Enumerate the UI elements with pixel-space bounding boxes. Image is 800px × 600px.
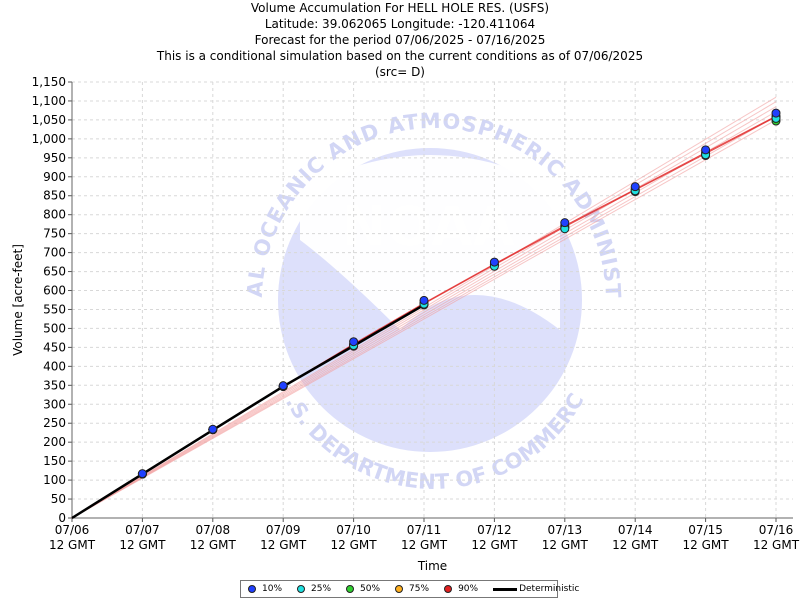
legend-marker	[248, 585, 256, 593]
point-p10	[349, 337, 359, 347]
ensemble-trace	[71, 106, 777, 519]
y-tick-label: 1,150	[32, 75, 66, 89]
y-tick-label: 100	[43, 473, 66, 487]
legend-label: 75%	[409, 584, 430, 594]
x-tick-label-date: 07/13	[548, 523, 583, 537]
x-tick-label-time: 12 GMT	[260, 538, 307, 552]
point-p10	[771, 108, 781, 118]
x-tick-label-date: 07/10	[336, 523, 371, 537]
y-tick-label: 0	[58, 511, 66, 525]
y-tick-label: 450	[43, 340, 66, 354]
x-tick-label-time: 12 GMT	[190, 538, 237, 552]
legend-label: Deterministic	[519, 584, 580, 594]
legend-marker	[395, 585, 404, 593]
chart-legend: 10% 25% 50% 75% 90% Deterministic	[240, 580, 579, 598]
x-tick-label-date: 07/07	[125, 523, 160, 537]
y-tick-label: 500	[43, 321, 66, 335]
y-tick-label: 700	[43, 246, 66, 260]
y-tick-label: 150	[43, 454, 66, 468]
x-tick-label-time: 12 GMT	[542, 538, 589, 552]
x-tick-label-time: 12 GMT	[753, 538, 800, 552]
legend-item-p75: 75%	[395, 584, 429, 594]
x-tick-label-date: 07/16	[759, 523, 794, 537]
y-tick-label: 950	[43, 151, 66, 165]
deterministic-line	[71, 303, 425, 520]
noaa-watermark-logo: NOAA NATIONAL OCEANIC AND ATMOSPHERIC AD…	[0, 0, 624, 494]
x-tick-label-time: 12 GMT	[471, 538, 518, 552]
point-p10	[560, 218, 570, 228]
y-tick-label: 800	[43, 208, 66, 222]
chart-title-block: Volume Accumulation For HELL HOLE RES. (…	[0, 0, 800, 80]
legend-label: 50%	[360, 584, 381, 594]
y-tick-label: 200	[43, 435, 66, 449]
legend-item-p90: 90%	[444, 584, 478, 594]
y-tick-label: 550	[43, 302, 66, 316]
chart-source: (src= D)	[375, 65, 425, 79]
point-p10	[278, 381, 288, 391]
y-tick-label: 350	[43, 378, 66, 392]
x-tick-label-time: 12 GMT	[331, 538, 378, 552]
chart-location: Latitude: 39.062065 Longitude: -120.4110…	[264, 17, 536, 31]
legend-label: 10%	[262, 584, 283, 594]
x-tick-label-date: 07/06	[55, 523, 90, 537]
y-tick-label: 1,000	[32, 132, 66, 146]
y-axis-title: Volume [acre-feet]	[11, 244, 25, 356]
legend-line-marker	[493, 587, 518, 591]
volume-chart: NOAA NATIONAL OCEANIC AND ATMOSPHERIC AD…	[0, 0, 800, 573]
x-tick-label-date: 07/11	[407, 523, 442, 537]
ensemble-trace	[71, 111, 777, 519]
chart-note: This is a conditional simulation based o…	[156, 49, 644, 63]
legend-item-p25: 25%	[297, 584, 331, 594]
y-tick-label: 50	[51, 492, 66, 506]
legend-item-p10: 10%	[248, 584, 282, 594]
point-p10	[630, 182, 640, 192]
x-tick-label-date: 07/12	[477, 523, 512, 537]
chart-title: Volume Accumulation For HELL HOLE RES. (…	[250, 1, 550, 15]
point-p10	[419, 295, 429, 305]
x-tick-label-date: 07/08	[196, 523, 231, 537]
y-tick-label: 400	[43, 359, 66, 373]
x-tick-label-time: 12 GMT	[401, 538, 448, 552]
y-tick-label: 300	[43, 397, 66, 411]
x-tick-label-date: 07/09	[266, 523, 301, 537]
legend-item-p50: 50%	[346, 584, 380, 594]
y-tick-label: 900	[43, 170, 66, 184]
axis-labels: 0 50 100 150 200 250 300 350 400 450 500 550 600 650 7…	[11, 75, 800, 573]
ensemble-trace	[71, 119, 777, 519]
legend-marker	[297, 585, 306, 593]
legend-label: 90%	[458, 584, 479, 594]
point-p10	[701, 145, 711, 155]
ensemble-trace	[71, 115, 777, 519]
noaa-logo-text: NOAA	[341, 195, 514, 258]
grid-lines	[71, 81, 793, 519]
y-tick-label: 750	[43, 227, 66, 241]
y-tick-label: 1,050	[32, 113, 66, 127]
x-tick-label-time: 12 GMT	[683, 538, 730, 552]
ensemble-trace	[71, 101, 777, 519]
y-tick-label: 600	[43, 284, 66, 298]
point-p10	[489, 257, 499, 267]
point-p10	[208, 424, 218, 434]
y-tick-label: 650	[43, 265, 66, 279]
x-axis-title: Time	[417, 559, 447, 573]
chart-period: Forecast for the period 07/06/2025 - 07/…	[254, 33, 546, 47]
axes	[68, 81, 793, 522]
y-tick-label: 850	[43, 189, 66, 203]
x-tick-label-time: 12 GMT	[119, 538, 166, 552]
series-points	[137, 108, 781, 479]
legend-marker	[346, 585, 355, 593]
legend-marker	[444, 585, 453, 593]
y-tick-label: 1,100	[32, 94, 66, 108]
x-tick-label-date: 07/14	[618, 523, 653, 537]
x-tick-label-time: 12 GMT	[612, 538, 659, 552]
x-tick-label-time: 12 GMT	[49, 538, 96, 552]
x-tick-label-date: 07/15	[688, 523, 723, 537]
point-p10	[137, 469, 147, 479]
legend-label: 25%	[311, 584, 332, 594]
y-tick-label: 250	[43, 416, 66, 430]
legend-item-deterministic: Deterministic	[493, 584, 579, 594]
